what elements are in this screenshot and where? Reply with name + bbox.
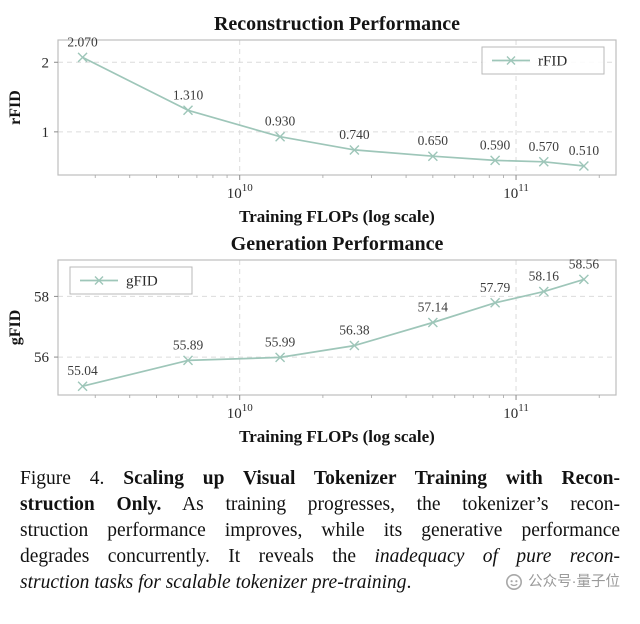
series-line — [82, 56, 584, 167]
caption-text-segment: struction performance improves, while it… — [20, 520, 620, 541]
y-axis-label: gFID — [7, 310, 24, 346]
chart-title: Reconstruction Performance — [214, 13, 460, 35]
data-point-marker — [490, 297, 501, 308]
data-point-marker — [427, 151, 438, 162]
legend: gFID — [69, 266, 193, 295]
reconstruction-chart: Reconstruction Performance 1010 1011 1 2 Trai… — [0, 10, 640, 230]
data-point-label: 1.310 — [173, 87, 204, 102]
legend-label: rFID — [538, 54, 567, 70]
data-point-label: 2.070 — [67, 34, 98, 49]
caption-text-segment: struction Only. — [20, 494, 162, 515]
plot-spines — [57, 259, 617, 396]
legend-marker — [94, 276, 104, 285]
data-point-label: 55.99 — [265, 334, 296, 349]
caption-line: Figure 4. Scaling up Visual Tokenizer Tr… — [20, 466, 620, 492]
caption-line: degrades concurrently. It reveals the in… — [20, 544, 620, 570]
data-point-marker — [490, 155, 501, 166]
caption-text-segment: inadequacy of pure recon- — [374, 546, 620, 567]
caption-line: struction tasks for scalable tokenizer p… — [20, 570, 620, 596]
x-tick-label: 1011 — [503, 402, 529, 422]
chart-title: Generation Performance — [231, 233, 444, 255]
legend-label: gFID — [126, 274, 158, 290]
figure-caption: Figure 4. Scaling up Visual Tokenizer Tr… — [20, 466, 620, 596]
generation-chart-svg: Generation Performance 1010 1011 56 58 Traini… — [7, 233, 617, 446]
data-point-label: 0.740 — [339, 127, 370, 142]
qbitai-watermark: 公众号·量子位 — [499, 569, 620, 595]
y-tick-label: 58 — [34, 289, 49, 305]
data-point-marker — [183, 355, 194, 366]
data-point-label: 0.650 — [418, 133, 449, 148]
data-point-label: 0.930 — [265, 114, 296, 129]
x-tick-label: 1010 — [227, 402, 254, 422]
reconstruction-chart-svg: Reconstruction Performance 1010 1011 1 2 Trai… — [7, 13, 617, 226]
x-tick-label: 1011 — [503, 182, 529, 202]
data-point-marker — [538, 286, 549, 297]
data-point-label: 57.14 — [418, 299, 449, 314]
caption-line: struction Only. As training progresses, … — [20, 492, 620, 518]
caption-text-segment: Scaling up Visual Tokenizer Training wit… — [123, 468, 621, 489]
data-point-label: 55.04 — [67, 363, 98, 378]
data-point-label: 0.590 — [480, 137, 511, 152]
x-axis-label: Training FLOPs (log scale) — [239, 427, 435, 446]
data-point-marker — [275, 131, 286, 142]
data-point-label: 55.89 — [173, 337, 204, 352]
data-point-label: 0.510 — [569, 143, 600, 158]
data-point-label: 58.56 — [569, 256, 600, 271]
x-axis-label: Training FLOPs (log scale) — [239, 207, 435, 226]
data-point-marker — [538, 156, 549, 167]
data-point-marker — [275, 352, 286, 363]
data-point-marker — [578, 274, 589, 285]
data-point-marker — [77, 381, 88, 392]
data-point-marker — [427, 317, 438, 328]
caption-text-segment: Figure 4. — [20, 468, 124, 489]
data-point-marker — [77, 52, 88, 63]
legend: rFID — [481, 46, 605, 75]
caption-text-segment: . — [406, 572, 412, 593]
generation-chart: Generation Performance 1010 1011 56 58 Traini… — [0, 230, 640, 450]
series-line — [82, 278, 585, 388]
y-tick-label: 2 — [42, 55, 50, 71]
y-tick-label: 1 — [42, 125, 50, 141]
x-tick-label: 1010 — [227, 182, 254, 202]
caption-line: struction performance improves, while it… — [20, 518, 620, 544]
caption-text-segment: struction tasks for scalable tokenizer p… — [20, 572, 407, 593]
data-point-label: 0.570 — [529, 139, 560, 154]
data-point-label: 57.79 — [480, 280, 511, 295]
data-point-marker — [183, 105, 194, 116]
data-point-label: 56.38 — [339, 323, 370, 338]
qbitai-logo-icon — [505, 573, 523, 591]
data-point-marker — [349, 144, 360, 155]
plot-spines — [57, 39, 617, 176]
qbitai-watermark-text: 公众号·量子位 — [528, 574, 620, 590]
legend-marker — [506, 56, 516, 65]
data-point-label: 58.16 — [529, 269, 560, 284]
y-tick-label: 56 — [34, 350, 50, 366]
caption-text-segment: degrades concurrently. It reveals the — [20, 546, 375, 567]
y-axis-label: rFID — [7, 90, 24, 125]
caption-text-segment: As training progresses, the tokenizer’s … — [161, 494, 620, 515]
data-point-marker — [578, 160, 589, 171]
data-point-marker — [349, 340, 360, 351]
